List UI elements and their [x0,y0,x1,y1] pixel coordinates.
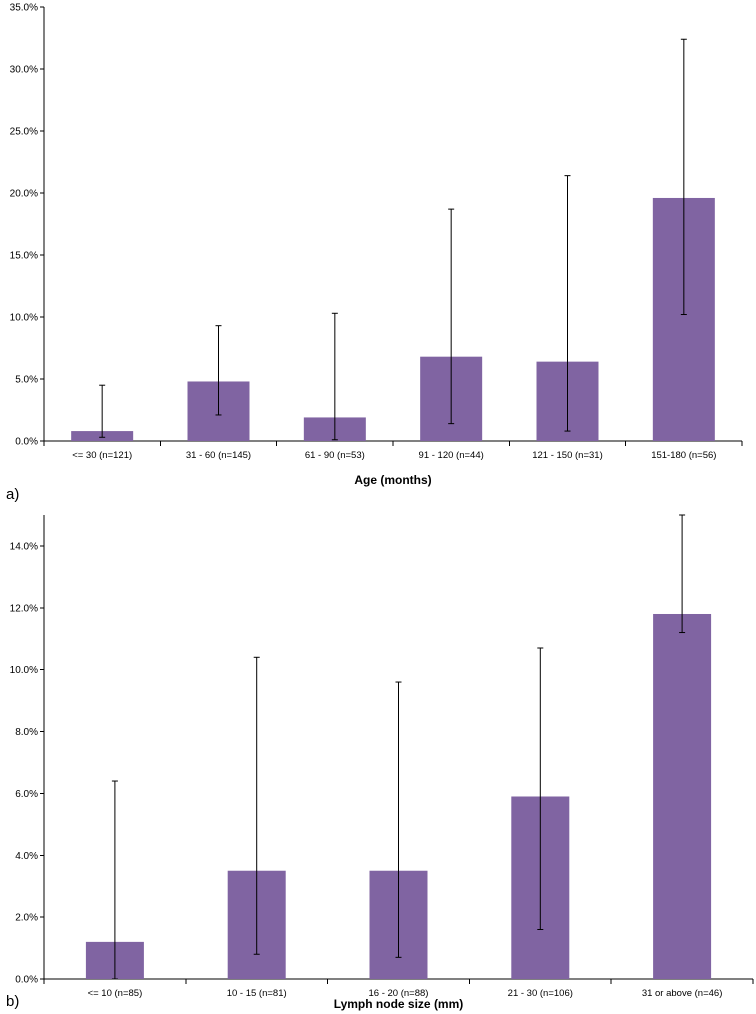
chart-b-y-tick-label: 12.0% [10,603,38,614]
chart-a-x-ticks [43,441,743,446]
chart-a-y-tick-label: 25.0% [10,127,38,138]
chart-a-category-label: 151-180 (n=56) [651,450,716,461]
chart-a: 0.0% 5.0% 10.0% 15.0% 20.0% 25.0% 30.0% 35.0% <… [6,3,743,503]
chart-a-error-bars [99,38,687,441]
chart-b-category-label: 10 - 15 (n=81) [227,988,287,999]
chart-a-category-labels: <= 30 (n=121) 31 - 60 (n=145) 61 - 90 (n=5… [72,450,716,461]
chart-b-panel-label: b) [6,993,19,1010]
chart-b-bar [653,613,712,979]
chart-b-error-bars [111,514,686,980]
chart-a-y-ticks: 0.0% 5.0% 10.0% 15.0% 20.0% 25.0% 30.0% 35.0% [10,3,44,448]
chart-b-y-tick-label: 8.0% [15,727,38,738]
chart-b-category-label: <= 10 (n=85) [88,988,143,999]
chart-a-bars [71,197,715,441]
chart-b-category-label: 21 - 30 (n=106) [508,988,573,999]
chart-b-category-label: 16 - 20 (n=88) [369,988,429,999]
chart-a-category-label: 91 - 120 (n=44) [419,450,484,461]
chart-b-y-tick-label: 0.0% [15,975,38,986]
chart-b-y-tick-label: 2.0% [15,913,38,924]
chart-b-y-tick-label: 10.0% [10,665,38,676]
chart-a-x-axis-title: Age (months) [354,473,431,487]
chart-a-y-tick-label: 0.0% [15,437,38,448]
chart-a-y-tick-label: 20.0% [10,189,38,200]
chart-b-x-ticks [43,979,754,984]
chart-a-category-label: 61 - 90 (n=53) [305,450,365,461]
chart-a-category-label: 121 - 150 (n=31) [532,450,603,461]
chart-a-y-tick-label: 35.0% [10,3,38,14]
chart-b-category-labels: <= 10 (n=85) 10 - 15 (n=81) 16 - 20 (n=88)… [88,988,723,999]
chart-a-panel-label: a) [6,486,19,503]
chart-b-y-tick-label: 6.0% [15,789,38,800]
chart-a-y-tick-label: 30.0% [10,65,38,76]
chart-b-y-tick-label: 4.0% [15,851,38,862]
chart-b: 0.0% 2.0% 4.0% 6.0% 8.0% 10.0% 12.0% 14.0% <= 1… [6,514,754,1011]
chart-b-y-ticks: 0.0% 2.0% 4.0% 6.0% 8.0% 10.0% 12.0% 14.0% [10,541,44,986]
chart-a-y-tick-label: 15.0% [10,251,38,262]
chart-a-category-label: <= 30 (n=121) [72,450,132,461]
chart-a-category-label: 31 - 60 (n=145) [186,450,251,461]
chart-a-y-tick-label: 10.0% [10,313,38,324]
chart-b-y-tick-label: 14.0% [10,541,38,552]
chart-b-x-axis-title: Lymph node size (mm) [334,997,464,1011]
chart-a-y-tick-label: 5.0% [15,375,38,386]
chart-b-category-label: 31 or above (n=46) [642,988,723,999]
